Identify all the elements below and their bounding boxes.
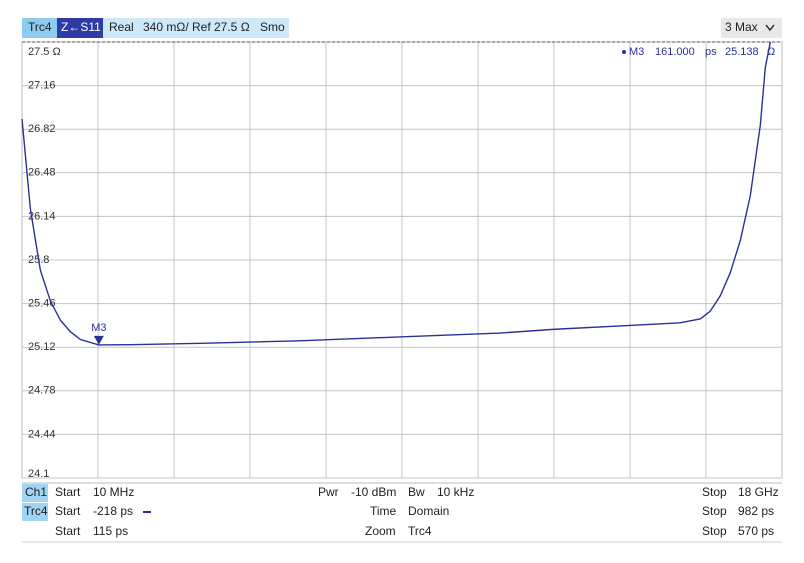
trace-tab[interactable] bbox=[22, 18, 57, 38]
value: -10 dBm bbox=[351, 485, 396, 499]
label: Zoom bbox=[365, 524, 396, 538]
value: 18 GHz bbox=[738, 485, 779, 499]
value: 982 ps bbox=[738, 504, 774, 518]
parameter[interactable]: Z←S11 bbox=[61, 20, 101, 34]
y-tick-label: 24.78 bbox=[28, 385, 56, 397]
marker-readout: Ω bbox=[767, 46, 775, 58]
value: 570 ps bbox=[738, 524, 774, 538]
value: Domain bbox=[408, 504, 449, 518]
trace-info-box bbox=[103, 18, 289, 38]
value: -218 ps bbox=[93, 504, 133, 518]
marker-readout: ps bbox=[705, 46, 717, 58]
chevron bbox=[765, 24, 775, 32]
label: Stop bbox=[702, 524, 727, 538]
max-button[interactable]: 3 Max bbox=[725, 20, 758, 34]
format[interactable]: Real bbox=[109, 20, 134, 34]
max-button-box[interactable] bbox=[721, 18, 782, 38]
trace-name[interactable]: Trc4 bbox=[28, 20, 52, 34]
y-tick-label: 27.5 Ω bbox=[28, 46, 61, 58]
label: Start bbox=[55, 485, 81, 499]
y-tick-label: 24.44 bbox=[28, 428, 56, 440]
label: Stop bbox=[702, 504, 727, 518]
y-tick-label: 26.14 bbox=[28, 210, 56, 222]
y-tick-label: 25.12 bbox=[28, 341, 56, 353]
label: Pwr bbox=[318, 485, 339, 499]
readout-bullet bbox=[622, 50, 626, 54]
label: Time bbox=[370, 504, 397, 518]
label: Bw bbox=[408, 485, 425, 499]
marker-readout: 161.000 bbox=[655, 46, 695, 58]
marker-label: M3 bbox=[91, 322, 106, 334]
value: Trc4 bbox=[408, 524, 432, 538]
y-tick-label: 26.48 bbox=[28, 167, 56, 179]
parameter-box[interactable] bbox=[57, 18, 103, 38]
y-tick-label: 24.1 bbox=[28, 468, 49, 480]
label: Start bbox=[55, 504, 81, 518]
trace-line bbox=[21, 41, 771, 346]
marker-readout: M3 bbox=[629, 46, 644, 58]
scale[interactable]: 340 mΩ/ Ref 27.5 Ω bbox=[143, 20, 250, 34]
smoothing[interactable]: Smo bbox=[260, 20, 285, 34]
plot: 24.124.4424.7825.1225.4625.826.1426.4826… bbox=[21, 41, 782, 480]
label: Start bbox=[55, 524, 81, 538]
channel[interactable]: Ch1 bbox=[25, 485, 47, 499]
y-tick-label: 25.46 bbox=[28, 298, 56, 310]
marker-triangle bbox=[93, 335, 104, 345]
y-tick-label: 27.16 bbox=[28, 80, 56, 92]
marker-readout: 25.138 bbox=[725, 46, 759, 58]
label: Stop bbox=[702, 485, 727, 499]
value: 115 ps bbox=[93, 524, 128, 538]
y-tick-label: 26.82 bbox=[28, 123, 56, 135]
trace[interactable]: Trc4 bbox=[24, 504, 48, 518]
value: 10 MHz bbox=[93, 485, 134, 499]
channel-box[interactable] bbox=[22, 484, 48, 502]
value: 10 kHz bbox=[437, 485, 474, 499]
trace-box[interactable] bbox=[22, 503, 48, 521]
